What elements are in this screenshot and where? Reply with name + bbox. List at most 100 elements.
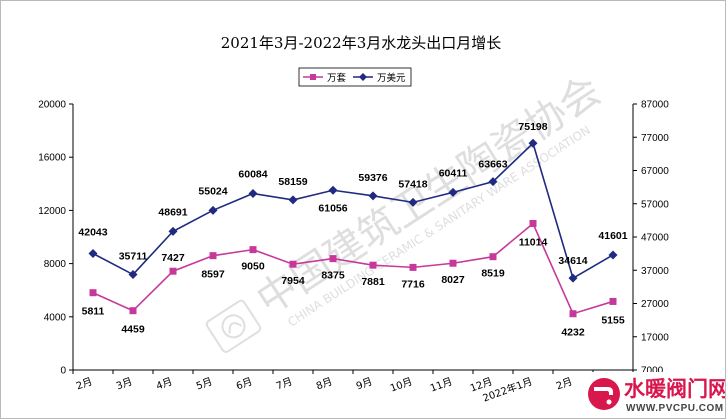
data-point — [248, 188, 258, 198]
data-point — [89, 289, 97, 297]
right-tick-label: 67000 — [641, 166, 669, 177]
series-line-1 — [92, 141, 614, 280]
data-label: 7954 — [281, 275, 305, 287]
x-tick-label: 6月 — [235, 376, 254, 393]
left-tick-label: 0 — [60, 366, 66, 377]
x-tick-label: 4月 — [155, 376, 174, 393]
data-point — [609, 297, 617, 305]
legend-label-usd: 万美元 — [377, 72, 406, 84]
x-axis-ticks: 2月3月4月5月6月7月8月9月10月11月12月2022年1月2月3月 — [72, 370, 634, 405]
data-label: 5155 — [601, 314, 625, 326]
legend-square-marker-icon — [310, 74, 316, 80]
x-tick-label: 2月 — [555, 376, 574, 393]
data-label: 9050 — [241, 261, 265, 273]
data-label: 8375 — [321, 270, 345, 282]
legend-diamond-marker-icon — [359, 73, 367, 81]
data-point — [88, 248, 98, 258]
data-point — [129, 307, 137, 315]
data-point — [289, 260, 297, 268]
data-point — [369, 261, 377, 269]
right-axis-ticks: 7000 17000 27000 37000 47000 57000 67000 77000 8… — [633, 100, 669, 377]
data-label: 41601 — [598, 230, 627, 242]
data-point — [408, 197, 418, 207]
data-point — [568, 273, 578, 283]
data-point — [528, 138, 538, 148]
right-tick-label: 37000 — [641, 266, 669, 277]
chart-title: 2021年3月-2022年3月水龙头出口月增长 — [221, 34, 502, 52]
left-tick-label: 20000 — [38, 100, 66, 111]
right-tick-label: 87000 — [641, 100, 669, 111]
watermark-seal-icon — [205, 299, 262, 353]
data-point — [529, 220, 537, 228]
right-tick-label: 27000 — [641, 299, 669, 310]
left-tick-label: 16000 — [38, 153, 66, 164]
data-point — [488, 177, 498, 187]
x-tick-label: 5月 — [195, 376, 214, 393]
faucet-logo-icon — [588, 378, 620, 410]
data-label: 8519 — [481, 268, 505, 280]
x-tick-label: 7月 — [275, 376, 294, 393]
series-layer — [88, 138, 618, 318]
data-point — [249, 246, 257, 254]
watermark-subtext: CHINA BUILDING CERAMIC & SANITARY WARE A… — [285, 123, 593, 330]
right-tick-label: 47000 — [641, 233, 669, 244]
data-point — [569, 310, 577, 318]
data-label: 8027 — [441, 274, 465, 286]
legend-label-units: 万套 — [327, 72, 347, 84]
data-label: 11014 — [519, 237, 548, 249]
data-label: 48691 — [158, 206, 187, 218]
left-tick-label: 12000 — [38, 206, 66, 217]
data-label: 58159 — [278, 176, 307, 188]
data-point — [329, 255, 337, 263]
left-tick-label: 8000 — [44, 259, 67, 270]
data-label: 7716 — [401, 278, 425, 290]
data-label: 5811 — [82, 306, 105, 318]
data-label: 63663 — [478, 159, 507, 171]
data-point — [368, 191, 378, 201]
data-point — [209, 252, 217, 260]
data-label: 59376 — [358, 172, 387, 184]
data-point — [328, 185, 338, 195]
legend-item-usd: 万美元 — [353, 72, 406, 84]
logo-title: 水暖阀门网 — [624, 377, 725, 401]
data-label: 7881 — [361, 276, 385, 288]
data-label: 4459 — [121, 324, 145, 336]
data-label: 75198 — [518, 121, 547, 133]
data-point — [489, 253, 497, 261]
data-point — [169, 267, 177, 275]
legend: 万套 万美元 — [298, 67, 412, 87]
site-logo[interactable]: 水暖阀门网 WWW.PVCPU.COM — [581, 372, 725, 418]
x-tick-label: 10月 — [389, 376, 414, 395]
data-point — [449, 259, 457, 267]
data-label: 60411 — [439, 167, 468, 179]
x-tick-label: 3月 — [115, 376, 134, 393]
x-tick-label: 9月 — [355, 376, 374, 393]
data-label: 8597 — [201, 269, 225, 281]
data-label: 4232 — [561, 327, 585, 339]
left-tick-label: 4000 — [44, 312, 67, 323]
right-tick-label: 57000 — [641, 199, 669, 210]
data-point — [288, 195, 298, 205]
data-point — [168, 226, 178, 236]
right-tick-label: 77000 — [641, 133, 669, 144]
right-tick-label: 7000 — [641, 366, 664, 377]
data-label: 42043 — [78, 226, 107, 238]
data-point — [128, 270, 138, 280]
data-label: 60084 — [238, 168, 267, 180]
legend-item-units: 万套 — [303, 72, 347, 84]
x-tick-label: 11月 — [429, 376, 454, 395]
data-label: 34614 — [558, 255, 587, 267]
data-point — [409, 263, 417, 271]
data-label: 55024 — [198, 185, 227, 197]
data-point — [208, 205, 218, 215]
data-label: 7427 — [161, 252, 185, 264]
data-label: 35711 — [119, 251, 148, 263]
logo-url: WWW.PVCPU.COM — [626, 403, 724, 414]
left-axis-ticks: 0 4000 8000 12000 16000 20000 — [38, 100, 73, 377]
x-tick-label: 2月 — [75, 376, 94, 393]
data-point — [448, 187, 458, 197]
data-label: 57418 — [398, 178, 427, 190]
series-line-0 — [92, 222, 614, 315]
